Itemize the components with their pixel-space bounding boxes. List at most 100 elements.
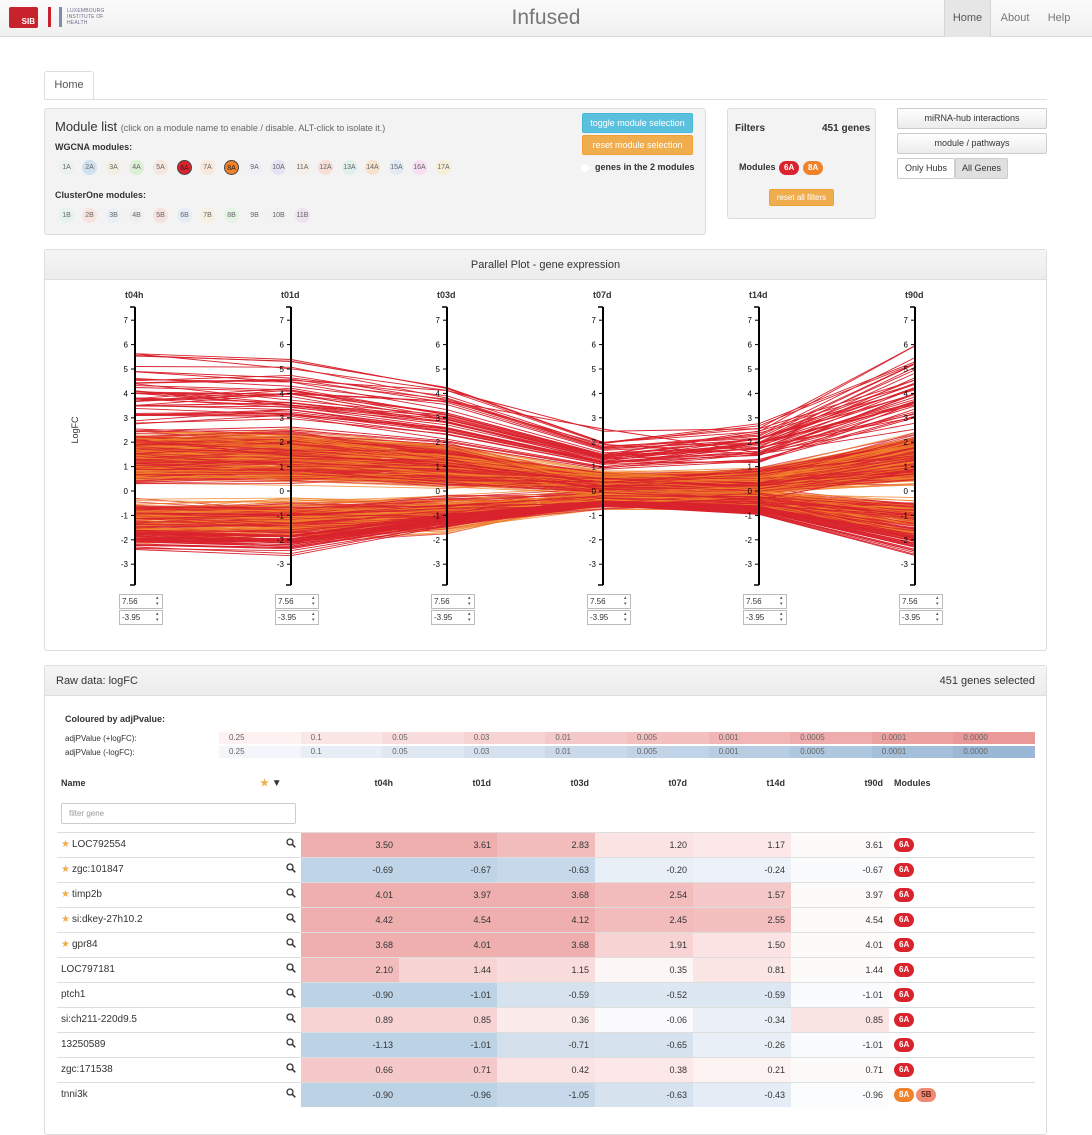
clusterone-module-8b[interactable]: 8B — [224, 208, 239, 223]
table-row[interactable]: tnni3k -0.90 -0.96 -1.05 -0.63 -0.43 -0.96 8A 5B — [57, 1082, 1035, 1107]
module-badge[interactable]: 6A — [894, 1038, 915, 1052]
clusterone-module-7b[interactable]: 7B — [200, 208, 215, 223]
star-icon[interactable]: ★ — [61, 939, 70, 950]
wgcna-module-15a[interactable]: 15A — [389, 160, 404, 175]
star-icon[interactable]: ★ — [61, 839, 70, 850]
clusterone-module-9b[interactable]: 9B — [247, 208, 262, 223]
star-icon[interactable]: ★ — [61, 864, 70, 875]
gene-name[interactable]: ★ timp2b — [61, 883, 102, 907]
clusterone-module-5b[interactable]: 5B — [153, 208, 168, 223]
lih-logo[interactable]: LUXEMBOURG INSTITUTE OF HEALTH — [48, 7, 108, 29]
mirna-hub-interactions-button[interactable]: miRNA-hub interactions — [897, 108, 1047, 129]
search-icon[interactable] — [286, 1088, 296, 1098]
gene-name[interactable]: ★ gpr84 — [61, 933, 98, 957]
star-icon[interactable]: ★ — [61, 914, 70, 925]
column-header-t01d[interactable]: t01d — [472, 778, 491, 788]
wgcna-module-8a[interactable]: 8A — [224, 160, 239, 175]
clusterone-module-1b[interactable]: 1B — [59, 208, 74, 223]
gene-name[interactable]: tnni3k — [61, 1083, 88, 1107]
module-badge[interactable]: 6A — [894, 838, 915, 852]
reset-module-selection-button[interactable]: reset module selection — [582, 135, 693, 155]
module-badge[interactable]: 6A — [894, 888, 915, 902]
toggle-module-selection-button[interactable]: toggle module selection — [582, 113, 693, 133]
module-badge[interactable]: 6A — [894, 1063, 915, 1077]
table-row[interactable]: LOC797181 2.10 1.44 1.15 0.35 0.81 1.44 6A — [57, 957, 1035, 982]
gene-name[interactable]: ptch1 — [61, 983, 85, 1007]
axis-max-input[interactable]: 7.56 — [119, 594, 163, 609]
table-row[interactable]: ★ gpr84 3.68 4.01 3.68 1.91 1.50 4.01 6A — [57, 932, 1035, 957]
wgcna-module-3a[interactable]: 3A — [106, 160, 121, 175]
axis-min-input[interactable]: -3.95 — [587, 610, 631, 625]
module-badge[interactable]: 5B — [916, 1088, 937, 1102]
wgcna-module-12a[interactable]: 12A — [318, 160, 333, 175]
search-icon[interactable] — [286, 838, 296, 848]
table-row[interactable]: ★ LOC792554 3.50 3.61 2.83 1.20 1.17 3.61 6A — [57, 832, 1035, 857]
column-header-name[interactable]: Name — [61, 778, 86, 788]
table-row[interactable]: zgc:171538 0.66 0.71 0.42 0.38 0.21 0.71 6A — [57, 1057, 1035, 1082]
module-badge[interactable]: 6A — [894, 938, 915, 952]
wgcna-module-11a[interactable]: 11A — [295, 160, 310, 175]
gene-name[interactable]: ★ si:dkey-27h10.2 — [61, 908, 143, 932]
wgcna-module-10a[interactable]: 10A — [271, 160, 286, 175]
axis-max-input[interactable]: 7.56 — [431, 594, 475, 609]
search-icon[interactable] — [286, 913, 296, 923]
clusterone-module-11b[interactable]: 11B — [295, 208, 310, 223]
nav-home[interactable]: Home — [944, 0, 991, 37]
table-row[interactable]: 13250589 -1.13 -1.01 -0.71 -0.65 -0.26 -1.01 6A — [57, 1032, 1035, 1057]
wgcna-module-4a[interactable]: 4A — [129, 160, 144, 175]
axis-min-input[interactable]: -3.95 — [899, 610, 943, 625]
axis-max-input[interactable]: 7.56 — [743, 594, 787, 609]
wgcna-module-2a[interactable]: 2A — [82, 160, 97, 175]
tab-home[interactable]: Home — [44, 71, 94, 100]
gene-name[interactable]: ★ LOC792554 — [61, 833, 126, 857]
axis-max-input[interactable]: 7.56 — [899, 594, 943, 609]
table-row[interactable]: ptch1 -0.90 -1.01 -0.59 -0.52 -0.59 -1.01 6A — [57, 982, 1035, 1007]
module-badge[interactable]: 6A — [894, 913, 915, 927]
module-badge[interactable]: 6A — [894, 988, 915, 1002]
column-header-t04h[interactable]: t04h — [374, 778, 393, 788]
axis-min-input[interactable]: -3.95 — [743, 610, 787, 625]
gene-name[interactable]: zgc:171538 — [61, 1058, 113, 1082]
axis-max-input[interactable]: 7.56 — [587, 594, 631, 609]
wgcna-module-13a[interactable]: 13A — [342, 160, 357, 175]
search-icon[interactable] — [286, 1013, 296, 1023]
clusterone-module-2b[interactable]: 2B — [82, 208, 97, 223]
sib-logo[interactable]: SIB — [9, 7, 38, 28]
gene-name[interactable]: ★ zgc:101847 — [61, 858, 124, 882]
search-icon[interactable] — [286, 988, 296, 998]
filter-module-badge-8a[interactable]: 8A — [803, 161, 824, 175]
wgcna-module-6a[interactable]: 6A — [177, 160, 192, 175]
axis-min-input[interactable]: -3.95 — [275, 610, 319, 625]
wgcna-module-7a[interactable]: 7A — [200, 160, 215, 175]
star-icon[interactable]: ★ — [61, 889, 70, 900]
search-icon[interactable] — [286, 1063, 296, 1073]
gene-name[interactable]: LOC797181 — [61, 958, 115, 982]
nav-about[interactable]: About — [1000, 12, 1030, 24]
module-badge[interactable]: 6A — [894, 863, 915, 877]
wgcna-module-1a[interactable]: 1A — [59, 160, 74, 175]
module-pathways-button[interactable]: module / pathways — [897, 133, 1047, 154]
wgcna-module-17a[interactable]: 17A — [436, 160, 451, 175]
clusterone-module-3b[interactable]: 3B — [106, 208, 121, 223]
wgcna-module-5a[interactable]: 5A — [153, 160, 168, 175]
column-header-t14d[interactable]: t14d — [766, 778, 785, 788]
column-header-modules[interactable]: Modules — [894, 778, 931, 788]
wgcna-module-16a[interactable]: 16A — [412, 160, 427, 175]
reset-all-filters-button[interactable]: reset all filters — [769, 189, 834, 206]
table-row[interactable]: ★ zgc:101847 -0.69 -0.67 -0.63 -0.20 -0.24 -0.6… — [57, 857, 1035, 882]
column-header-t90d[interactable]: t90d — [864, 778, 883, 788]
axis-max-input[interactable]: 7.56 — [275, 594, 319, 609]
module-badge[interactable]: 6A — [894, 963, 915, 977]
table-row[interactable]: si:ch211-220d9.5 0.89 0.85 0.36 -0.06 -0.34 0.… — [57, 1007, 1035, 1032]
filter-gene-input[interactable]: filter gene — [61, 803, 296, 824]
gene-name[interactable]: 13250589 — [61, 1033, 106, 1057]
axis-min-input[interactable]: -3.95 — [431, 610, 475, 625]
search-icon[interactable] — [286, 1038, 296, 1048]
clusterone-module-6b[interactable]: 6B — [177, 208, 192, 223]
all-genes-toggle[interactable]: All Genes — [955, 158, 1008, 179]
axis-min-input[interactable]: -3.95 — [119, 610, 163, 625]
star-sort-icon[interactable]: ★ ▼ — [260, 778, 282, 789]
wgcna-module-14a[interactable]: 14A — [365, 160, 380, 175]
filter-module-badge-6a[interactable]: 6A — [779, 161, 800, 175]
column-header-t07d[interactable]: t07d — [668, 778, 687, 788]
